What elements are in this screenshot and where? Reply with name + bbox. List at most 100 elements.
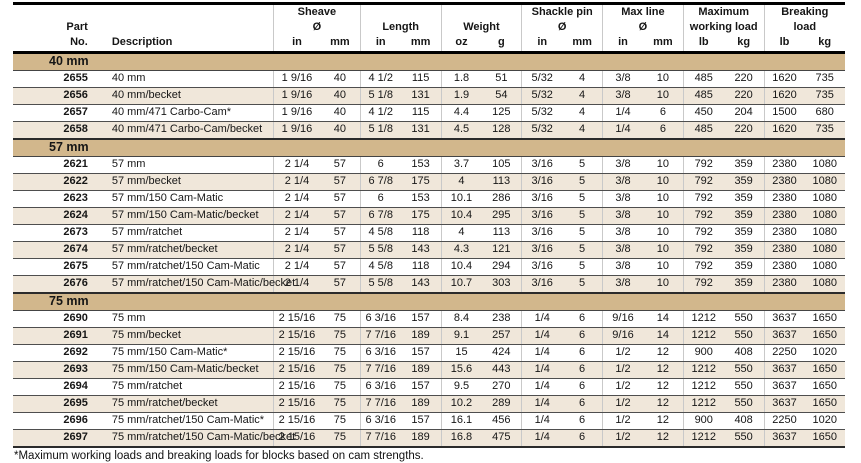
value-cell: 4 5/8 (359, 258, 401, 276)
value-cell: 792 (682, 224, 724, 242)
value-cell: 75 (319, 378, 361, 396)
value-cell: 54 (481, 87, 522, 105)
value-cell: 7 7/16 (359, 395, 401, 413)
value-cell: 6 (562, 327, 603, 345)
value-cell: 4 1/2 (359, 104, 401, 122)
value-cell: 450 (682, 104, 724, 122)
description-cell: 40 mm/471 Carbo-Cam/becket (99, 121, 274, 140)
value-cell: 2380 (763, 258, 805, 276)
part-number: 2655 (13, 70, 100, 88)
value-cell: 75 (319, 412, 361, 430)
value-cell: 1 9/16 (272, 87, 320, 105)
value-cell: 10 (642, 156, 684, 174)
value-cell: 792 (682, 258, 724, 276)
table-row: 2657 40 mm/471 Carbo-Cam* 1 9/16 40 4 1/2 115… (13, 104, 845, 122)
value-cell: 57 (319, 173, 361, 191)
value-cell: 3/8 (602, 87, 643, 105)
value-cell: 5 1/8 (359, 87, 401, 105)
value-cell: 15 (440, 344, 482, 362)
value-cell: 485 (682, 121, 724, 140)
value-cell: 2380 (763, 173, 805, 191)
value-cell: 6 (562, 395, 603, 413)
table-row: 2658 40 mm/471 Carbo-Cam/becket 1 9/16 40 5 … (13, 121, 845, 140)
header-sub-weight: Weight (440, 20, 522, 35)
description-cell: 40 mm (99, 70, 274, 88)
value-cell: 4 (440, 173, 482, 191)
value-cell: 125 (481, 104, 522, 122)
value-cell: 1212 (682, 429, 724, 448)
value-cell: 2380 (763, 190, 805, 208)
section-header-57-mm: 57 mm (13, 138, 845, 157)
value-cell: 359 (723, 241, 765, 259)
part-number: 2674 (13, 241, 100, 259)
value-cell: 7 7/16 (359, 429, 401, 448)
value-cell: 75 (319, 395, 361, 413)
value-cell: 6 3/16 (359, 412, 401, 430)
value-cell: 550 (723, 378, 765, 396)
value-cell: 550 (723, 361, 765, 379)
table-row: 2675 57 mm/ratchet/150 Cam-Matic 2 1/4 57 4 … (13, 258, 845, 276)
value-cell: 359 (723, 207, 765, 225)
header-unit-maximum-lb: lb (682, 35, 724, 54)
value-cell: 295 (481, 207, 522, 225)
value-cell: 6 3/16 (359, 310, 401, 328)
header-description: Description (99, 35, 274, 54)
part-number: 2697 (13, 429, 100, 448)
value-cell: 2 15/16 (272, 327, 320, 345)
value-cell: 3.7 (440, 156, 482, 174)
value-cell: 16.1 (440, 412, 482, 430)
value-cell: 75 (319, 344, 361, 362)
value-cell: 443 (481, 361, 522, 379)
part-number: 2673 (13, 224, 100, 242)
header-group-breaking: Breaking (763, 3, 845, 20)
header-unit-maximum-kg: kg (723, 35, 765, 54)
value-cell: 1080 (804, 173, 845, 191)
value-cell: 2 15/16 (272, 378, 320, 396)
value-cell: 3637 (763, 310, 805, 328)
value-cell: 10.4 (440, 258, 482, 276)
value-cell: 2 15/16 (272, 361, 320, 379)
value-cell: 2380 (763, 275, 805, 294)
value-cell: 1212 (682, 395, 724, 413)
value-cell: 3/8 (602, 156, 643, 174)
value-cell: 4 (562, 121, 603, 140)
value-cell: 1 9/16 (272, 121, 320, 140)
value-cell: 2 15/16 (272, 412, 320, 430)
section-title: 40 mm (13, 51, 845, 71)
table-row: 2621 57 mm 2 1/4 57 6 153 3.7 105 3/16 5 3/8 10 792 3… (13, 156, 845, 174)
description-cell: 40 mm/becket (99, 87, 274, 105)
value-cell: 57 (319, 275, 361, 294)
value-cell: 550 (723, 429, 765, 448)
value-cell: 1/4 (521, 344, 563, 362)
value-cell: 143 (400, 275, 442, 294)
value-cell: 153 (400, 156, 442, 174)
value-cell: 792 (682, 275, 724, 294)
value-cell: 3/8 (602, 241, 643, 259)
value-cell: 143 (400, 241, 442, 259)
header-sub-working-load: working load (682, 20, 765, 35)
header-unit-sheave-mm: mm (319, 35, 361, 54)
value-cell: 5 (562, 173, 603, 191)
value-cell: 735 (804, 121, 845, 140)
value-cell: 220 (723, 121, 765, 140)
table-row: 2623 57 mm/150 Cam-Matic 2 1/4 57 6 153 10.1 28… (13, 190, 845, 208)
part-number: 2695 (13, 395, 100, 413)
part-number: 2694 (13, 378, 100, 396)
value-cell: 3/8 (602, 70, 643, 88)
value-cell: 1500 (763, 104, 805, 122)
value-cell: 4.3 (440, 241, 482, 259)
value-cell: 14 (642, 310, 684, 328)
value-cell: 175 (400, 173, 442, 191)
value-cell: 792 (682, 190, 724, 208)
table-row: 2624 57 mm/150 Cam-Matic/becket 2 1/4 57 6 7… (13, 207, 845, 225)
description-cell: 57 mm (99, 156, 274, 174)
value-cell: 10 (642, 70, 684, 88)
value-cell: 6 3/16 (359, 378, 401, 396)
value-cell: 75 (319, 429, 361, 448)
value-cell: 1650 (804, 361, 845, 379)
header-group-maximum: Maximum (682, 3, 765, 20)
value-cell: 6 7/8 (359, 173, 401, 191)
value-cell: 6 (562, 412, 603, 430)
part-number: 2656 (13, 87, 100, 105)
value-cell: 1.8 (440, 70, 482, 88)
